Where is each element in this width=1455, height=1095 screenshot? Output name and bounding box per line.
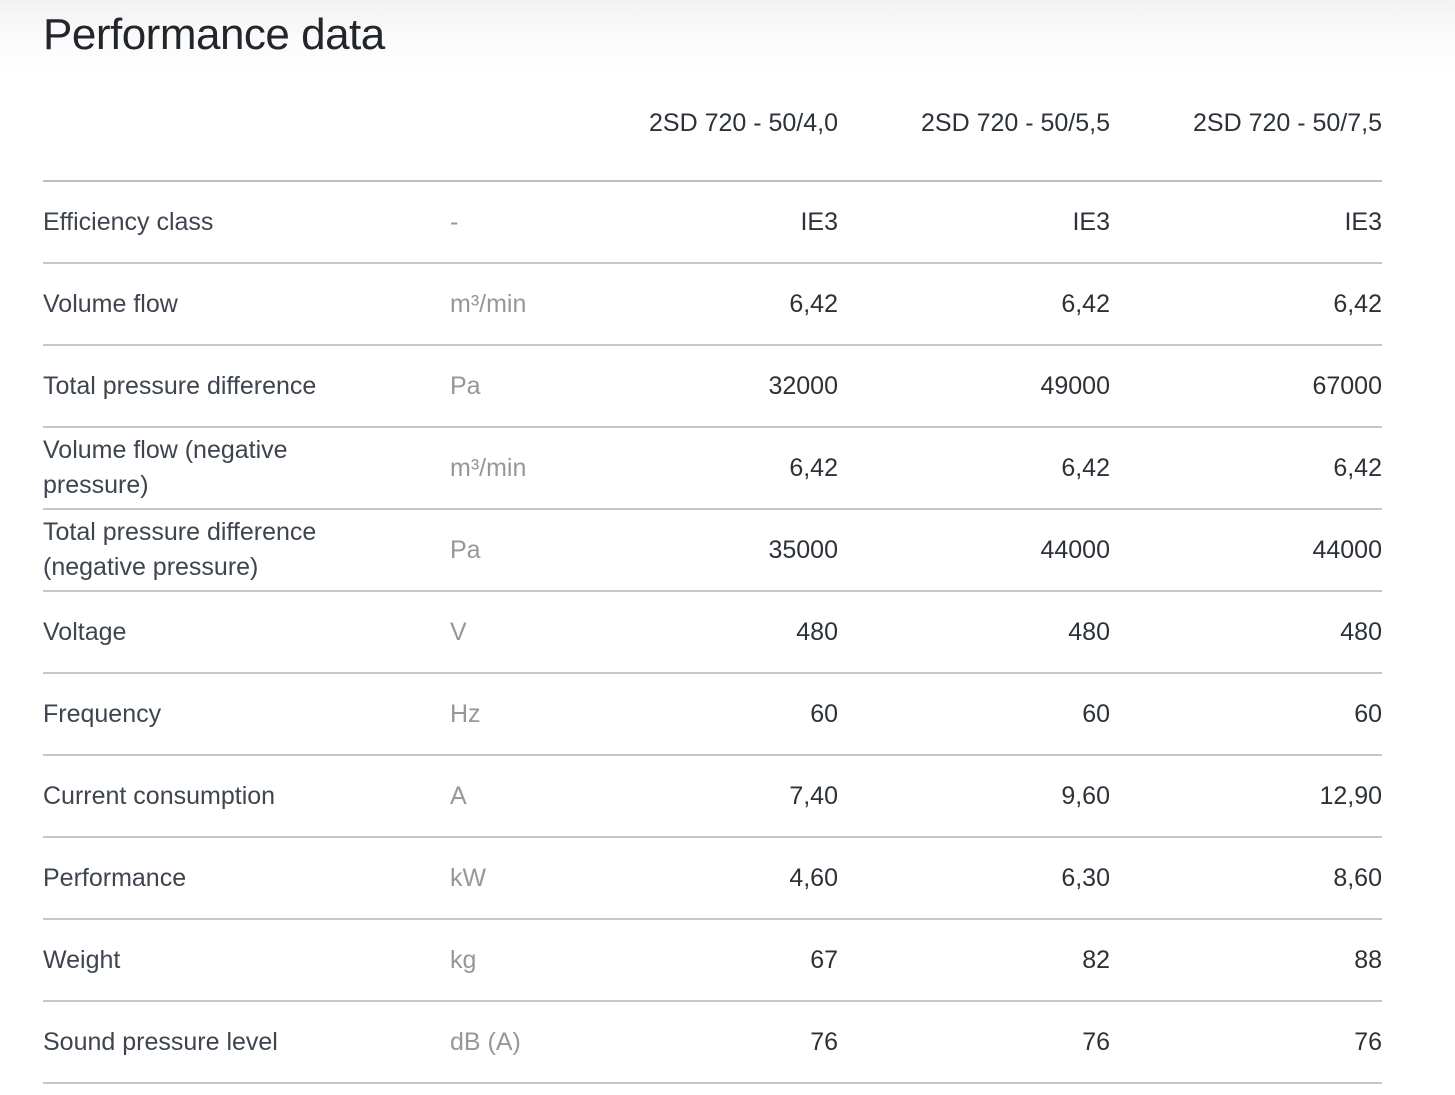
row-value: 60: [810, 699, 838, 728]
table-row-weight: Weight kg 67 82 88: [43, 920, 1382, 1002]
row-label: Frequency: [43, 699, 162, 728]
row-value: 6,42: [1061, 289, 1110, 318]
row-label: Performance: [43, 863, 187, 892]
row-unit: kW: [450, 863, 487, 892]
row-unit: Pa: [450, 535, 481, 564]
row-value: 9,60: [1061, 781, 1110, 810]
row-unit: dB (A): [450, 1027, 521, 1056]
row-value: 44000: [1040, 535, 1110, 564]
table-row-voltage: Voltage V 480 480 480: [43, 592, 1382, 674]
table-row-performance: Performance kW 4,60 6,30 8,60: [43, 838, 1382, 920]
table-row-total-pressure-difference: Total pressure difference Pa 32000 49000…: [43, 346, 1382, 428]
column-header-model-2: 2SD 720 - 50/5,5: [920, 108, 1110, 137]
row-value: 88: [1354, 945, 1382, 974]
row-value: 6,42: [1061, 453, 1110, 482]
table-row-volume-flow-negative-pressure: Volume flow (negative pressure) m³/min 6…: [43, 428, 1382, 510]
row-value: 44000: [1312, 535, 1382, 564]
row-label: Current consumption: [43, 781, 276, 810]
row-value: 4,60: [789, 863, 838, 892]
row-label: Efficiency class: [43, 207, 214, 236]
row-value: IE3: [1072, 207, 1110, 236]
row-unit: Pa: [450, 371, 481, 400]
row-value: 76: [1354, 1027, 1382, 1056]
row-label: Voltage: [43, 617, 127, 646]
row-value: 12,90: [1319, 781, 1382, 810]
table-row-volume-flow: Volume flow m³/min 6,42 6,42 6,42: [43, 264, 1382, 346]
row-value: 49000: [1040, 371, 1110, 400]
row-value: 67: [810, 945, 838, 974]
row-label: Weight: [43, 945, 121, 974]
table-row-total-pressure-difference-negative-pressure: Total pressure difference (negative pres…: [43, 510, 1382, 592]
row-unit: V: [450, 617, 467, 646]
performance-data-table: 2SD 720 - 50/4,0 2SD 720 - 50/5,5 2SD 72…: [43, 70, 1382, 1084]
row-unit: A: [450, 781, 467, 810]
row-value: 480: [1068, 617, 1110, 646]
row-value: 6,30: [1061, 863, 1110, 892]
row-value: 6,42: [1333, 453, 1382, 482]
row-value: 480: [1340, 617, 1382, 646]
table-header-row: 2SD 720 - 50/4,0 2SD 720 - 50/5,5 2SD 72…: [43, 70, 1382, 182]
row-value: IE3: [800, 207, 838, 236]
row-label: Sound pressure level: [43, 1027, 278, 1056]
row-unit: m³/min: [450, 289, 527, 318]
row-value: IE3: [1344, 207, 1382, 236]
table-row-frequency: Frequency Hz 60 60 60: [43, 674, 1382, 756]
column-header-model-3: 2SD 720 - 50/7,5: [1192, 108, 1382, 137]
row-unit: -: [450, 207, 459, 236]
table-row-sound-pressure-level: Sound pressure level dB (A) 76 76 76: [43, 1002, 1382, 1084]
row-value: 7,40: [789, 781, 838, 810]
row-value: 480: [796, 617, 838, 646]
row-value: 32000: [768, 371, 838, 400]
row-value: 60: [1354, 699, 1382, 728]
row-label: Volume flow (negative pressure): [43, 436, 288, 499]
row-value: 67000: [1312, 371, 1382, 400]
row-value: 60: [1082, 699, 1110, 728]
row-value: 35000: [768, 535, 838, 564]
row-unit: m³/min: [450, 453, 527, 482]
row-label: Total pressure difference (negative pres…: [43, 518, 317, 581]
row-value: 76: [810, 1027, 838, 1056]
table-row-current-consumption: Current consumption A 7,40 9,60 12,90: [43, 756, 1382, 838]
row-label: Volume flow: [43, 289, 178, 318]
row-value: 6,42: [789, 453, 838, 482]
row-value: 6,42: [1333, 289, 1382, 318]
row-value: 6,42: [789, 289, 838, 318]
row-label: Total pressure difference: [43, 371, 317, 400]
row-value: 8,60: [1333, 863, 1382, 892]
page-title: Performance data: [43, 10, 385, 59]
row-unit: Hz: [450, 699, 481, 728]
column-header-model-1: 2SD 720 - 50/4,0: [648, 108, 838, 137]
table-row-efficiency-class: Efficiency class - IE3 IE3 IE3: [43, 182, 1382, 264]
row-value: 82: [1082, 945, 1110, 974]
row-unit: kg: [450, 945, 477, 974]
row-value: 76: [1082, 1027, 1110, 1056]
